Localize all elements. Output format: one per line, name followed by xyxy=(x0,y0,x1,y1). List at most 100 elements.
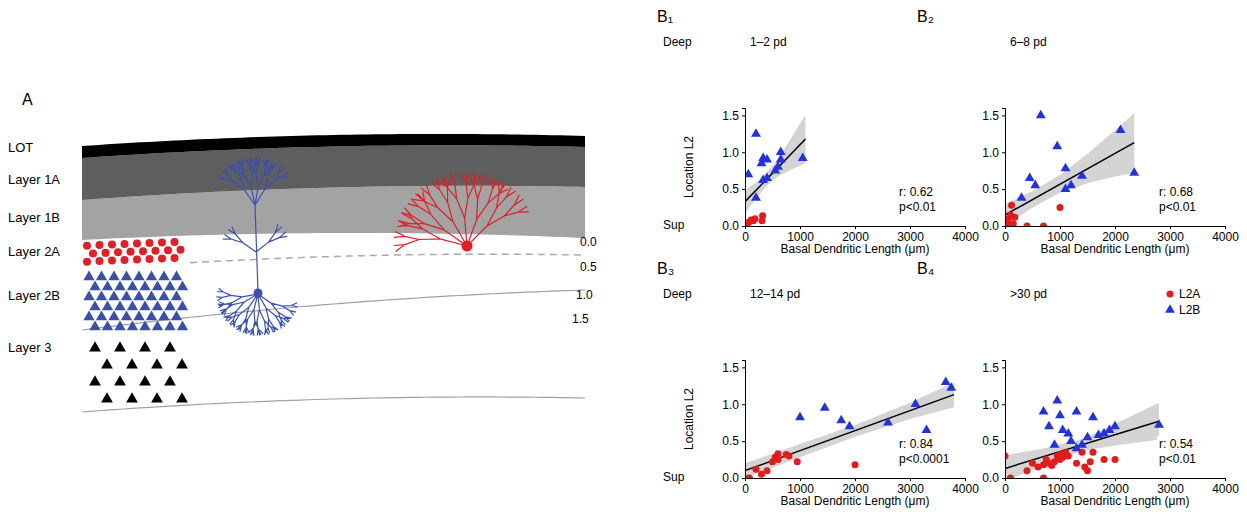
data-point xyxy=(1101,456,1108,463)
tick-label: 4000 xyxy=(1212,482,1239,496)
annotation-background xyxy=(1157,184,1198,215)
y-end-label: Deep xyxy=(663,35,692,49)
neuron-soma xyxy=(462,241,473,252)
l2b-cell xyxy=(114,280,125,290)
data-point xyxy=(1154,419,1164,428)
l2a-cell xyxy=(164,246,172,254)
data-point xyxy=(1025,172,1035,181)
plot-area xyxy=(745,376,956,478)
layer-boundary xyxy=(190,254,585,263)
x-axis-title: Basal Dendritic Length (μm) xyxy=(1041,242,1190,256)
data-point xyxy=(1083,432,1093,441)
data-point xyxy=(845,421,855,430)
y-tick: 1.5 xyxy=(722,109,745,123)
tick-mark xyxy=(1002,441,1005,442)
layer-label: Layer 3 xyxy=(8,340,51,355)
data-point xyxy=(794,458,801,465)
y-axis: 0.00.51.01.5 xyxy=(982,109,1005,234)
tick-mark xyxy=(1002,189,1005,190)
annotation-background xyxy=(1157,436,1198,467)
data-point xyxy=(1050,439,1060,448)
x-tick: 4000 xyxy=(952,226,979,244)
confidence-band xyxy=(1005,403,1159,478)
l2b-cell xyxy=(89,320,100,330)
data-point xyxy=(1036,110,1046,119)
l2a-cell xyxy=(96,257,104,265)
l2b-cell xyxy=(164,280,175,290)
stats-annotation: r: 0.62p<0.01 xyxy=(897,184,938,215)
chart-panel: 010002000300040000.00.51.01.5B₄>30 pdBas… xyxy=(917,260,1239,508)
legend-item: L2A xyxy=(1167,287,1201,301)
l3-cell xyxy=(139,341,151,351)
l3-cell xyxy=(101,392,113,402)
tick-mark xyxy=(742,404,745,405)
l3-cell xyxy=(89,375,101,385)
depth-label: 0.0 xyxy=(580,235,597,249)
data-point xyxy=(922,424,932,433)
tick-label: 4000 xyxy=(1212,230,1239,244)
data-point xyxy=(1044,421,1054,430)
l2b-cell xyxy=(102,320,113,330)
x-tick: 1000 xyxy=(1047,478,1074,496)
tick-mark xyxy=(1002,115,1005,116)
l2b-cell xyxy=(89,300,100,310)
panel-title: >30 pd xyxy=(1010,287,1047,301)
data-point xyxy=(1008,202,1015,209)
y-tick: 1.0 xyxy=(722,146,745,160)
data-point xyxy=(1116,124,1126,133)
tick-mark xyxy=(742,478,745,479)
tick-label: 0.5 xyxy=(722,434,739,448)
regression-line xyxy=(1005,143,1134,215)
x-tick: 2000 xyxy=(842,226,869,244)
data-point xyxy=(776,154,786,163)
figure: ALOTLayer 1ALayer 1BLayer 2ALayer 2BLaye… xyxy=(0,0,1247,514)
data-point xyxy=(1024,223,1031,227)
legend-label: L2A xyxy=(1179,287,1200,301)
tick-label: 1.5 xyxy=(722,109,739,123)
l2a-cell xyxy=(108,241,116,249)
neuron-soma xyxy=(254,289,263,298)
l2a-cell xyxy=(146,239,154,247)
y-end-label: Sup xyxy=(663,470,685,484)
l2b-cell xyxy=(102,280,113,290)
l2b-cell xyxy=(96,290,107,300)
l2a-cell xyxy=(121,240,129,248)
panel-title: 6–8 pd xyxy=(1010,35,1047,49)
l2a-cell xyxy=(139,247,147,255)
layer-label: Layer 1B xyxy=(8,210,60,225)
data-point xyxy=(911,399,921,408)
l3-cell xyxy=(139,375,151,385)
l3-cell xyxy=(151,392,163,402)
x-tick: 3000 xyxy=(1157,226,1184,244)
l2a-cell xyxy=(146,255,154,263)
data-point xyxy=(946,382,956,391)
x-tick: 4000 xyxy=(952,478,979,496)
panel-label: B₂ xyxy=(917,8,934,25)
diagram-panel: ALOTLayer 1ALayer 1BLayer 2ALayer 2BLaye… xyxy=(8,91,597,412)
y-axis-title: Location L2 xyxy=(682,388,696,450)
y-tick: 0.0 xyxy=(722,219,745,233)
tick-label: 0 xyxy=(742,230,749,244)
annotation: p<0.01 xyxy=(899,200,936,214)
axis-line xyxy=(742,109,746,227)
x-tick: 0 xyxy=(1002,226,1009,244)
y-tick: 0.5 xyxy=(982,182,1005,196)
tick-label: 1.0 xyxy=(982,146,999,160)
data-point xyxy=(1061,163,1071,172)
tick-mark xyxy=(742,441,745,442)
y-tick: 1.0 xyxy=(722,398,745,412)
data-point xyxy=(1077,170,1087,179)
x-tick: 0 xyxy=(742,226,749,244)
l2a-cell xyxy=(158,254,166,262)
l2b-cell xyxy=(127,280,138,290)
data-point xyxy=(1084,467,1091,474)
l3-cell xyxy=(114,341,126,351)
l2a-cell xyxy=(152,247,160,255)
y-tick: 1.0 xyxy=(982,146,1005,160)
data-point xyxy=(1087,458,1094,465)
l2b-cell xyxy=(177,300,188,310)
data-point xyxy=(1052,395,1062,404)
data-point xyxy=(1040,475,1047,479)
annotation: p<0.01 xyxy=(1159,200,1196,214)
x-axis-title: Basal Dendritic Length (μm) xyxy=(781,494,930,508)
